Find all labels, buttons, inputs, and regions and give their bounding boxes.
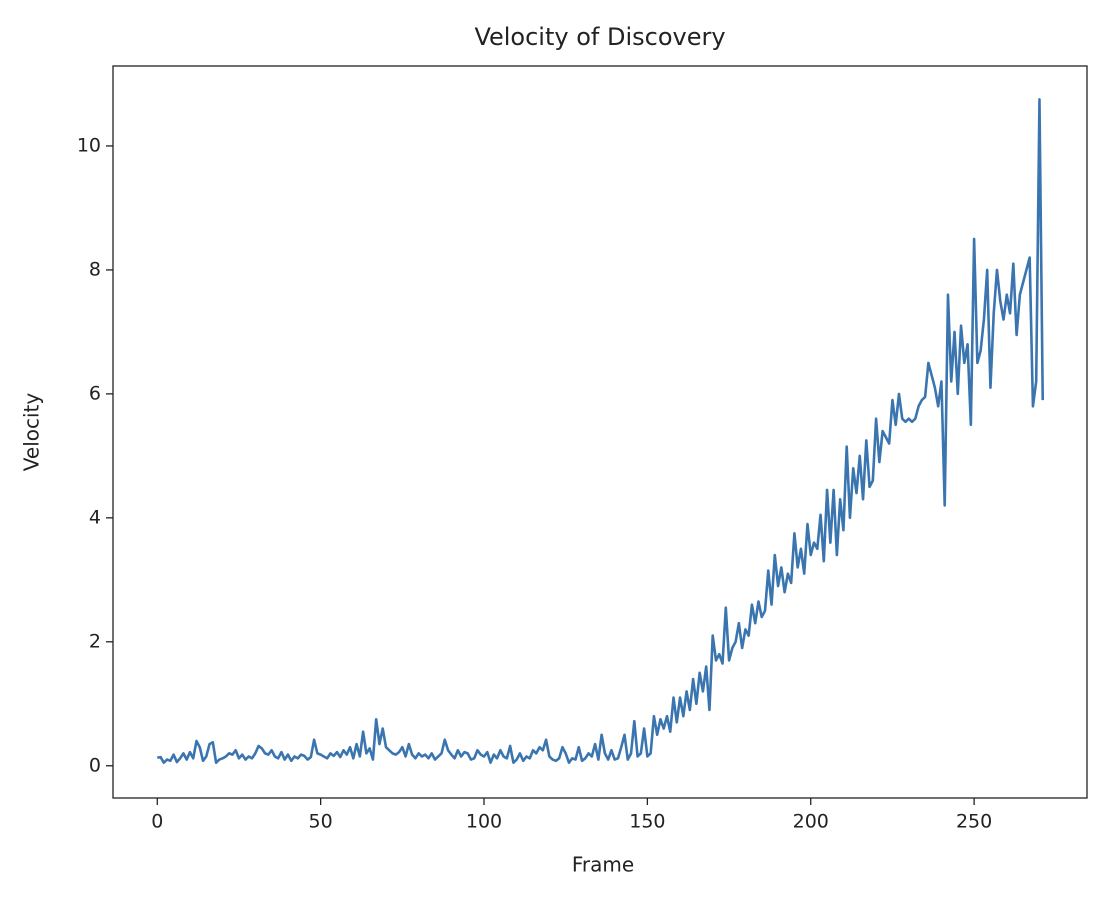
x-axis-label: Frame bbox=[572, 853, 634, 877]
y-tick-label: 10 bbox=[77, 134, 101, 156]
x-tick-label: 0 bbox=[151, 811, 163, 833]
plot-frame bbox=[112, 65, 1088, 799]
chart-title: Velocity of Discovery bbox=[474, 23, 725, 51]
y-tick-label: 2 bbox=[89, 630, 101, 652]
x-tick-label: 100 bbox=[466, 811, 502, 833]
data-line bbox=[157, 98, 1045, 764]
y-tick-label: 4 bbox=[89, 506, 101, 528]
y-axis-label: Velocity bbox=[20, 393, 44, 472]
x-tick-label: 250 bbox=[956, 811, 992, 833]
y-tick-label: 8 bbox=[89, 258, 101, 280]
x-tick-label: 50 bbox=[309, 811, 333, 833]
y-tick-label: 6 bbox=[89, 382, 101, 404]
y-tick-label: 0 bbox=[89, 754, 101, 776]
x-tick-label: 200 bbox=[793, 811, 829, 833]
x-tick-label: 150 bbox=[629, 811, 665, 833]
